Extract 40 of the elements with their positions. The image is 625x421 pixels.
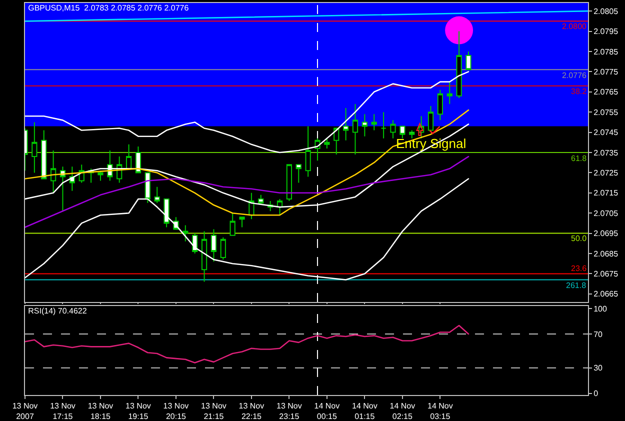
y-tick-label: 2.0795: [594, 27, 619, 36]
y-tick-label: 2.0805: [594, 6, 619, 16]
x-tick-label: 13 Nov 21:15: [201, 402, 226, 421]
x-tick-label: 14 Nov 00:15: [314, 402, 340, 421]
chart-title: GBPUSD,M15 2.0783 2.0785 2.0776 2.0776: [28, 4, 190, 13]
annotation: 50.0: [571, 234, 588, 243]
x-tick-label: 13 Nov 2007: [12, 402, 38, 421]
y-tick-label: 2.0745: [594, 128, 619, 138]
y-tick-label: 70: [594, 330, 604, 339]
annotation: 23.6: [571, 264, 588, 273]
y-tick-label: 2.0695: [594, 229, 619, 238]
ref-line-label: 2.0800: [562, 22, 588, 31]
y-tick-label: 2.0705: [594, 208, 619, 218]
y-tick-label: 2.0685: [594, 249, 619, 258]
y-tick-label: 2.0765: [594, 88, 619, 97]
y-tick-label: 2.0735: [594, 148, 619, 158]
y-tick-label: 30: [594, 364, 604, 373]
y-tick-label: 2.0715: [594, 188, 619, 198]
x-tick-label: 13 Nov 23:15: [276, 402, 302, 421]
x-tick-label: 14 Nov 03:15: [427, 402, 453, 421]
y-tick-label: 0: [594, 389, 599, 398]
chart-title: RSI(14) 70.4622: [28, 306, 88, 316]
y-tick-label: 2.0775: [594, 67, 619, 76]
y-tick-label: 2.0725: [594, 168, 619, 178]
x-tick-label: 14 Nov 02:15: [390, 402, 416, 421]
x-tick-label: 13 Nov 20:15: [163, 402, 189, 421]
y-tick-label: 2.0675: [594, 270, 619, 279]
x-tick-label: 13 Nov 22:15: [238, 402, 264, 421]
annotation: 61.8: [571, 154, 588, 163]
annotation: 261.8: [566, 281, 587, 290]
y-tick-label: 2.0755: [594, 108, 619, 117]
x-tick-label: 13 Nov 18:15: [88, 402, 114, 421]
y-tick-label: 2.0785: [594, 47, 619, 56]
y-tick-label: 2.0665: [594, 290, 619, 299]
ref-line-label: 2.0776: [562, 71, 588, 80]
annotation: 38.2: [571, 87, 588, 96]
x-tick-label: 14 Nov 01:15: [352, 402, 378, 421]
y-tick-label: 100: [594, 304, 608, 314]
x-tick-label: 13 Nov 17:15: [50, 402, 76, 421]
x-tick-label: 13 Nov 19:15: [126, 402, 151, 421]
